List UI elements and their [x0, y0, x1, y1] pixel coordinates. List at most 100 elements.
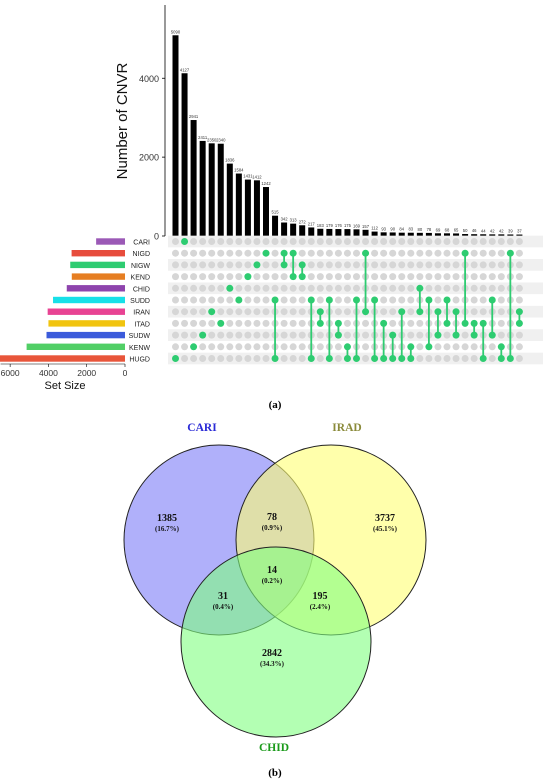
set-size-bar — [48, 320, 125, 327]
matrix-dot-empty — [416, 238, 424, 245]
matrix-dot-empty — [190, 355, 198, 362]
matrix-dot-empty — [389, 261, 397, 269]
matrix-dot-empty — [497, 331, 505, 339]
matrix-dot-empty — [235, 238, 243, 245]
matrix-dot-empty — [334, 238, 342, 245]
set-label: HUGD — [129, 357, 150, 364]
bar-value-label: 69 — [436, 227, 441, 232]
matrix-dot-empty — [343, 331, 351, 339]
set-label: CHID — [133, 286, 150, 293]
bar-value-label: 175 — [344, 223, 352, 228]
matrix-dot-empty — [452, 343, 460, 351]
set-label: SUDW — [129, 333, 151, 340]
matrix-dot-empty — [235, 343, 243, 351]
venn-diagram: CARI IRAD CHID 1385(16.7%) 3737(45.1%) 2842(3… — [123, 422, 427, 754]
matrix-dot-filled — [515, 319, 523, 327]
bar-value-label: 169 — [353, 223, 361, 228]
intersection-bar — [308, 227, 315, 236]
matrix-dot-empty — [244, 331, 252, 339]
matrix-dot-empty — [325, 273, 333, 281]
matrix-dot-empty — [226, 238, 234, 245]
matrix-dot-filled — [506, 355, 514, 362]
matrix-dot-empty — [515, 331, 523, 339]
matrix-dot-empty — [343, 284, 351, 292]
matrix-dot-empty — [298, 249, 306, 257]
matrix-dot-empty — [208, 273, 216, 281]
intersection-bar — [398, 232, 405, 236]
matrix-dot-empty — [235, 355, 243, 362]
matrix-dot-filled — [362, 249, 370, 257]
matrix-dot-empty — [307, 273, 315, 281]
matrix-dot-empty — [371, 238, 379, 245]
venn-region-count: 14 — [267, 565, 277, 576]
matrix-dot-empty — [470, 273, 478, 281]
matrix-dot-empty — [343, 249, 351, 257]
matrix-dot-filled — [371, 296, 379, 304]
matrix-dot-empty — [316, 284, 324, 292]
intersection-bar — [453, 233, 460, 236]
bar-value-label: 313 — [290, 218, 298, 223]
matrix-dot-empty — [479, 238, 487, 245]
matrix-dot-empty — [226, 308, 234, 316]
bar-value-label: 1584 — [234, 168, 244, 173]
matrix-dot-filled — [380, 319, 388, 327]
matrix-dot-filled — [307, 296, 315, 304]
matrix-dot-empty — [271, 273, 279, 281]
matrix-dot-empty — [190, 261, 198, 269]
matrix-dot-empty — [497, 296, 505, 304]
matrix-dot-empty — [497, 273, 505, 281]
matrix-dot-empty — [235, 249, 243, 257]
matrix-dot-empty — [208, 355, 216, 362]
matrix-dot-empty — [271, 284, 279, 292]
bar-value-label: 5090 — [171, 29, 181, 34]
set-label: NIGW — [131, 263, 150, 270]
matrix-dot-filled — [353, 296, 360, 304]
matrix-dot-empty — [434, 238, 442, 245]
matrix-dot-filled — [334, 331, 342, 339]
intersection-bar — [389, 232, 396, 236]
matrix-dot-empty — [280, 355, 288, 362]
matrix-dot-empty — [470, 308, 478, 316]
intersection-bar — [371, 231, 378, 236]
matrix-dot-empty — [190, 238, 198, 245]
matrix-dot-empty — [479, 308, 487, 316]
matrix-dot-empty — [244, 319, 252, 327]
matrix-dot-empty — [479, 273, 487, 281]
matrix-dot-empty — [362, 355, 370, 362]
bar-value-label: 272 — [299, 219, 307, 224]
matrix-dot-empty — [325, 249, 333, 257]
matrix-dot-empty — [235, 261, 243, 269]
matrix-dot-empty — [407, 261, 415, 269]
matrix-dot-empty — [217, 355, 225, 362]
intersection-bar — [199, 140, 206, 236]
matrix-dot-empty — [362, 238, 370, 245]
matrix-dot-empty — [398, 284, 406, 292]
matrix-dot-empty — [325, 238, 333, 245]
matrix-dot-empty — [253, 284, 261, 292]
matrix-dot-empty — [253, 296, 261, 304]
bar-value-label: 46 — [472, 228, 477, 233]
matrix-dot-empty — [217, 238, 225, 245]
matrix-dot-empty — [371, 284, 379, 292]
matrix-dot-filled — [199, 331, 207, 339]
matrix-dot-empty — [416, 249, 424, 257]
bar-value-label: 37 — [517, 229, 522, 234]
matrix-dot-empty — [434, 273, 442, 281]
matrix-dot-empty — [515, 343, 523, 351]
bar-value-label: 2340 — [216, 138, 226, 143]
matrix-dot-empty — [199, 355, 207, 362]
matrix-dot-empty — [298, 284, 306, 292]
set-size-bar — [53, 296, 125, 304]
matrix-dot-empty — [280, 319, 288, 327]
matrix-dot-filled — [244, 273, 252, 281]
matrix-dot-empty — [280, 238, 288, 245]
intersection-bar — [407, 232, 414, 236]
matrix-dot-empty — [226, 249, 234, 257]
set-label: KENW — [129, 345, 150, 352]
matrix-dot-empty — [289, 308, 297, 316]
matrix-dot-empty — [298, 355, 306, 362]
bar-value-label: 93 — [381, 226, 386, 231]
bar-value-label: 342 — [281, 217, 289, 222]
matrix-dot-empty — [343, 308, 351, 316]
matrix-dot-empty — [262, 296, 270, 304]
